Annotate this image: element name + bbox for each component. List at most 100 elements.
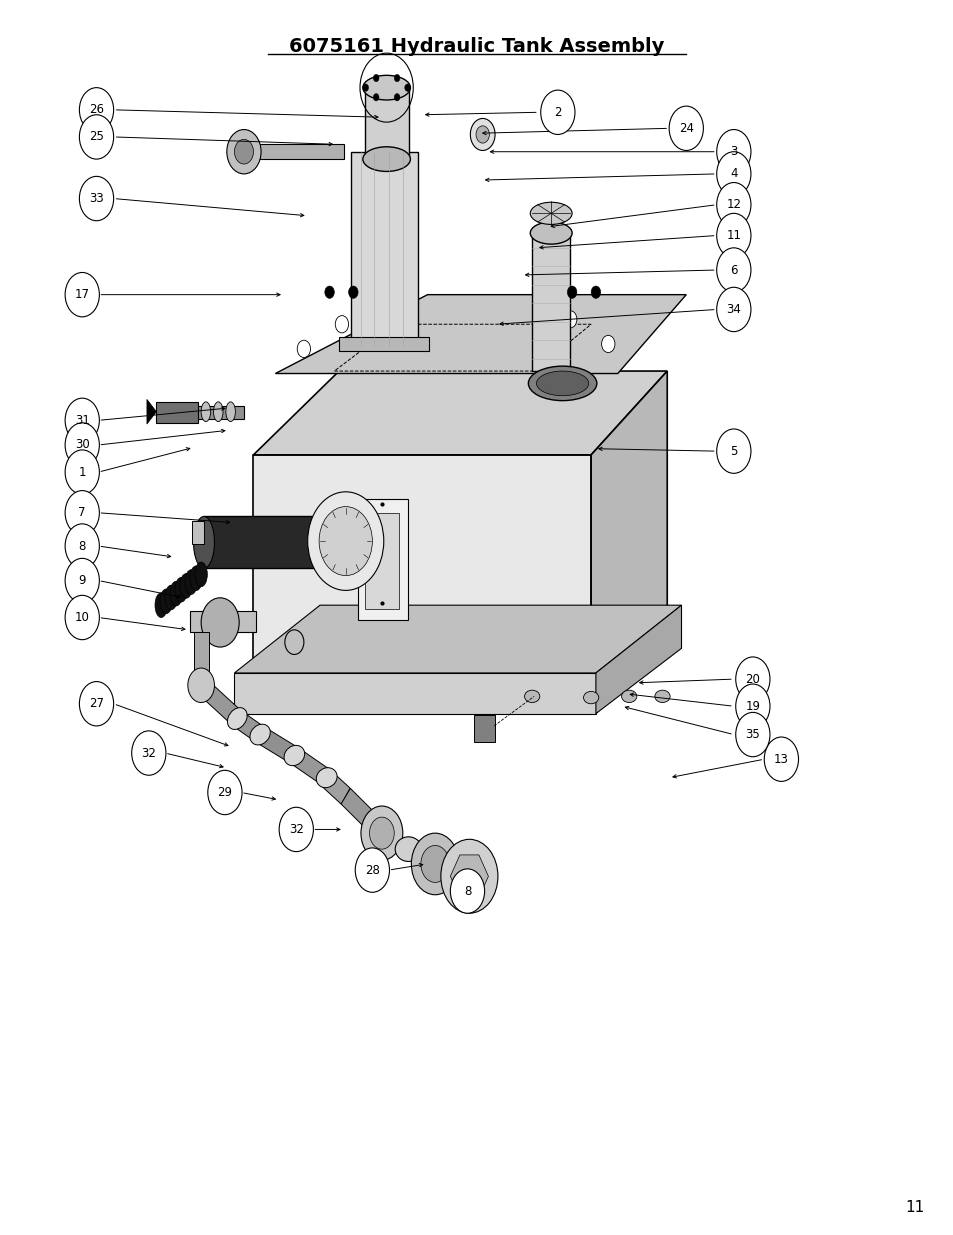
- Circle shape: [394, 74, 399, 82]
- Text: 6: 6: [729, 263, 737, 277]
- Text: 32: 32: [289, 823, 303, 836]
- Circle shape: [65, 595, 99, 640]
- Circle shape: [591, 287, 600, 299]
- Polygon shape: [192, 521, 204, 543]
- Ellipse shape: [165, 585, 177, 610]
- Text: 5: 5: [729, 445, 737, 458]
- Circle shape: [404, 84, 410, 91]
- Circle shape: [394, 94, 399, 101]
- Polygon shape: [450, 855, 488, 898]
- Circle shape: [132, 731, 166, 776]
- Text: 3: 3: [729, 146, 737, 158]
- Ellipse shape: [536, 370, 588, 395]
- Ellipse shape: [194, 562, 207, 587]
- Circle shape: [308, 492, 383, 590]
- Polygon shape: [256, 726, 297, 764]
- Polygon shape: [197, 678, 241, 726]
- Polygon shape: [156, 401, 198, 422]
- Circle shape: [65, 398, 99, 442]
- Circle shape: [65, 422, 99, 467]
- Text: 24: 24: [678, 122, 693, 135]
- Circle shape: [563, 311, 577, 329]
- Circle shape: [716, 288, 750, 332]
- Circle shape: [297, 341, 311, 357]
- Ellipse shape: [316, 768, 336, 788]
- Text: 19: 19: [744, 700, 760, 713]
- Circle shape: [735, 713, 769, 757]
- Circle shape: [476, 126, 489, 143]
- Polygon shape: [253, 454, 591, 673]
- Polygon shape: [204, 516, 326, 568]
- Text: 8: 8: [78, 540, 86, 552]
- Text: 6075161 Hydraulic Tank Assembly: 6075161 Hydraulic Tank Assembly: [289, 37, 664, 57]
- Polygon shape: [364, 88, 408, 159]
- Circle shape: [369, 818, 394, 850]
- Ellipse shape: [190, 566, 202, 590]
- Circle shape: [735, 657, 769, 701]
- Circle shape: [65, 273, 99, 317]
- Text: 26: 26: [89, 104, 104, 116]
- Ellipse shape: [180, 573, 193, 598]
- Text: 34: 34: [725, 303, 740, 316]
- Text: 32: 32: [141, 746, 156, 760]
- Ellipse shape: [654, 690, 669, 703]
- Circle shape: [79, 177, 113, 221]
- FancyBboxPatch shape: [364, 513, 398, 609]
- Circle shape: [318, 506, 372, 576]
- Circle shape: [373, 74, 378, 82]
- Ellipse shape: [174, 578, 187, 603]
- Text: 2: 2: [554, 106, 561, 119]
- FancyBboxPatch shape: [474, 715, 495, 742]
- Polygon shape: [193, 632, 209, 685]
- Circle shape: [79, 115, 113, 159]
- Polygon shape: [341, 788, 375, 829]
- Circle shape: [335, 316, 348, 333]
- Ellipse shape: [201, 401, 211, 421]
- Ellipse shape: [193, 516, 214, 568]
- FancyBboxPatch shape: [357, 499, 407, 620]
- Circle shape: [763, 737, 798, 782]
- Polygon shape: [244, 144, 343, 159]
- Text: 33: 33: [89, 193, 104, 205]
- Circle shape: [373, 94, 378, 101]
- Circle shape: [450, 869, 484, 913]
- Text: 12: 12: [725, 198, 740, 211]
- Circle shape: [188, 668, 214, 703]
- Ellipse shape: [530, 222, 572, 245]
- Ellipse shape: [528, 366, 597, 400]
- Polygon shape: [291, 747, 326, 783]
- Ellipse shape: [362, 147, 410, 172]
- Ellipse shape: [154, 593, 167, 618]
- Polygon shape: [147, 399, 156, 424]
- Polygon shape: [351, 152, 417, 346]
- Polygon shape: [196, 405, 244, 419]
- Ellipse shape: [362, 75, 410, 100]
- Text: 28: 28: [365, 863, 379, 877]
- Ellipse shape: [185, 569, 197, 594]
- Circle shape: [716, 214, 750, 258]
- Text: 17: 17: [74, 288, 90, 301]
- Circle shape: [567, 287, 577, 299]
- Ellipse shape: [395, 837, 421, 862]
- Circle shape: [227, 130, 261, 174]
- Text: 27: 27: [89, 698, 104, 710]
- Text: 1: 1: [78, 466, 86, 479]
- Circle shape: [716, 130, 750, 174]
- Circle shape: [716, 248, 750, 293]
- Circle shape: [79, 88, 113, 132]
- Circle shape: [65, 558, 99, 603]
- Text: 25: 25: [89, 131, 104, 143]
- Circle shape: [201, 598, 239, 647]
- Circle shape: [716, 183, 750, 227]
- Circle shape: [540, 90, 575, 135]
- Circle shape: [208, 771, 242, 815]
- Text: 10: 10: [74, 611, 90, 624]
- Circle shape: [668, 106, 702, 151]
- Circle shape: [411, 834, 458, 894]
- Circle shape: [324, 287, 334, 299]
- Text: 30: 30: [74, 438, 90, 452]
- Circle shape: [285, 630, 304, 655]
- Circle shape: [348, 287, 357, 299]
- Ellipse shape: [315, 516, 336, 568]
- Circle shape: [716, 429, 750, 473]
